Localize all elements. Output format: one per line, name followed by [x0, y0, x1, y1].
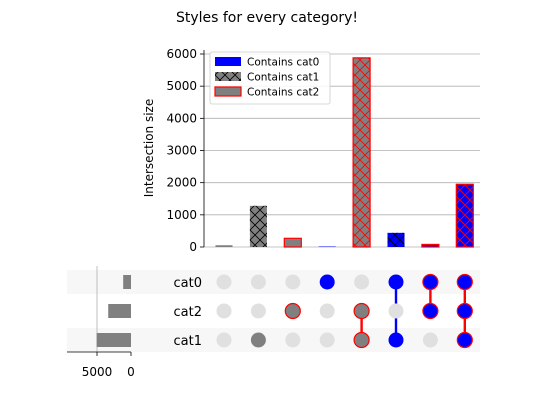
- inactive-dot: [319, 303, 335, 319]
- set-size-bar: [123, 275, 131, 289]
- inactive-dot: [388, 303, 404, 319]
- set-size-ticks: 5000 0: [82, 352, 135, 379]
- inactive-dot: [250, 303, 266, 319]
- y-axis-label: Intersection size: [142, 99, 156, 197]
- legend-swatch: [214, 86, 242, 97]
- row-stripe: [67, 328, 480, 352]
- inactive-dot: [250, 274, 266, 290]
- legend-swatch-hatch: [215, 72, 241, 81]
- active-dot: [388, 332, 404, 348]
- matrix-row-stripes: [67, 270, 480, 352]
- legend-label: Contains cat2: [247, 87, 319, 99]
- active-dot: [353, 331, 370, 349]
- y-tick-label: 0: [189, 240, 197, 254]
- legend: Contains cat0 Contains cat1 Contains cat2: [209, 51, 331, 105]
- set-size-tick-label: 0: [127, 365, 135, 379]
- intersection-bar: [215, 245, 233, 247]
- intersection-bar: [284, 238, 302, 247]
- intersection-bar-hatch: [353, 57, 371, 247]
- intersection-bar-edge: [455, 183, 474, 248]
- y-tick-label: 5000: [166, 79, 197, 93]
- y-tick-label: 3000: [166, 144, 197, 158]
- set-label: cat2: [174, 305, 202, 320]
- inactive-dot: [422, 332, 438, 348]
- set-size-bars: [96, 266, 131, 352]
- active-dot: [422, 302, 439, 320]
- intersection-bar-edge: [283, 237, 302, 248]
- inactive-dot: [216, 303, 232, 319]
- inactive-dot: [354, 274, 370, 290]
- legend-swatch: [215, 57, 241, 66]
- y-tick-label: 4000: [166, 111, 197, 125]
- intersection-bar-edge: [421, 243, 440, 248]
- membership-matrix: [216, 273, 473, 349]
- set-labels: cat0 cat2 cat1: [174, 276, 202, 349]
- intersection-bar-hatch: [249, 205, 267, 247]
- legend-label: Contains cat1: [247, 72, 319, 84]
- y-axis-ticks: 0 1000 2000 3000 4000 5000 6000: [166, 47, 204, 254]
- intersection-bar: [421, 244, 439, 247]
- inactive-dot: [285, 332, 301, 348]
- active-dot: [284, 302, 301, 320]
- active-dot: [456, 302, 473, 320]
- y-tick-label: 1000: [166, 208, 197, 222]
- set-label: cat0: [174, 276, 202, 291]
- legend-label: Contains cat0: [247, 57, 319, 69]
- active-dot: [353, 302, 370, 320]
- y-tick-label: 6000: [166, 47, 197, 61]
- active-dot: [319, 274, 335, 290]
- inactive-dot: [216, 332, 232, 348]
- y-tick-label: 2000: [166, 176, 197, 190]
- active-dot: [388, 274, 404, 290]
- inactive-dot: [319, 332, 335, 348]
- inactive-dot: [216, 274, 232, 290]
- active-dot: [456, 331, 473, 349]
- active-dot: [422, 273, 439, 291]
- intersection-bar-edge: [352, 57, 371, 248]
- set-size-bar: [96, 333, 131, 347]
- intersection-bar-hatch: [387, 232, 405, 247]
- row-stripe: [67, 270, 480, 294]
- chart-title: Styles for every category!: [176, 10, 358, 26]
- active-dot: [250, 332, 266, 348]
- intersection-bar-hatch: [456, 184, 474, 247]
- intersection-bars: [215, 57, 474, 248]
- active-dot: [456, 273, 473, 291]
- set-size-tick-label: 5000: [82, 365, 113, 379]
- set-size-bar: [108, 304, 131, 318]
- inactive-dot: [285, 274, 301, 290]
- set-label: cat1: [174, 334, 202, 349]
